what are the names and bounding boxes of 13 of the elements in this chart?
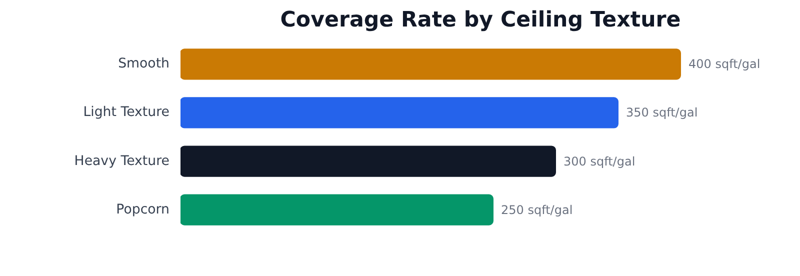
bar bbox=[180, 194, 494, 226]
y-tick-label: Popcorn bbox=[116, 202, 170, 218]
bar bbox=[180, 146, 556, 177]
y-tick-label: Light Texture bbox=[83, 105, 170, 120]
data-label: 400 sqft/gal bbox=[688, 57, 760, 72]
data-label: 300 sqft/gal bbox=[564, 154, 636, 168]
y-tick-label: Heavy Texture bbox=[74, 154, 170, 169]
bar bbox=[180, 97, 618, 128]
y-tick-label: Smooth bbox=[118, 56, 170, 72]
data-label: 350 sqft/gal bbox=[626, 106, 698, 120]
bar bbox=[180, 48, 681, 80]
data-label: 250 sqft/gal bbox=[501, 202, 573, 217]
chart-title: Coverage Rate by Ceiling Texture bbox=[280, 8, 681, 32]
